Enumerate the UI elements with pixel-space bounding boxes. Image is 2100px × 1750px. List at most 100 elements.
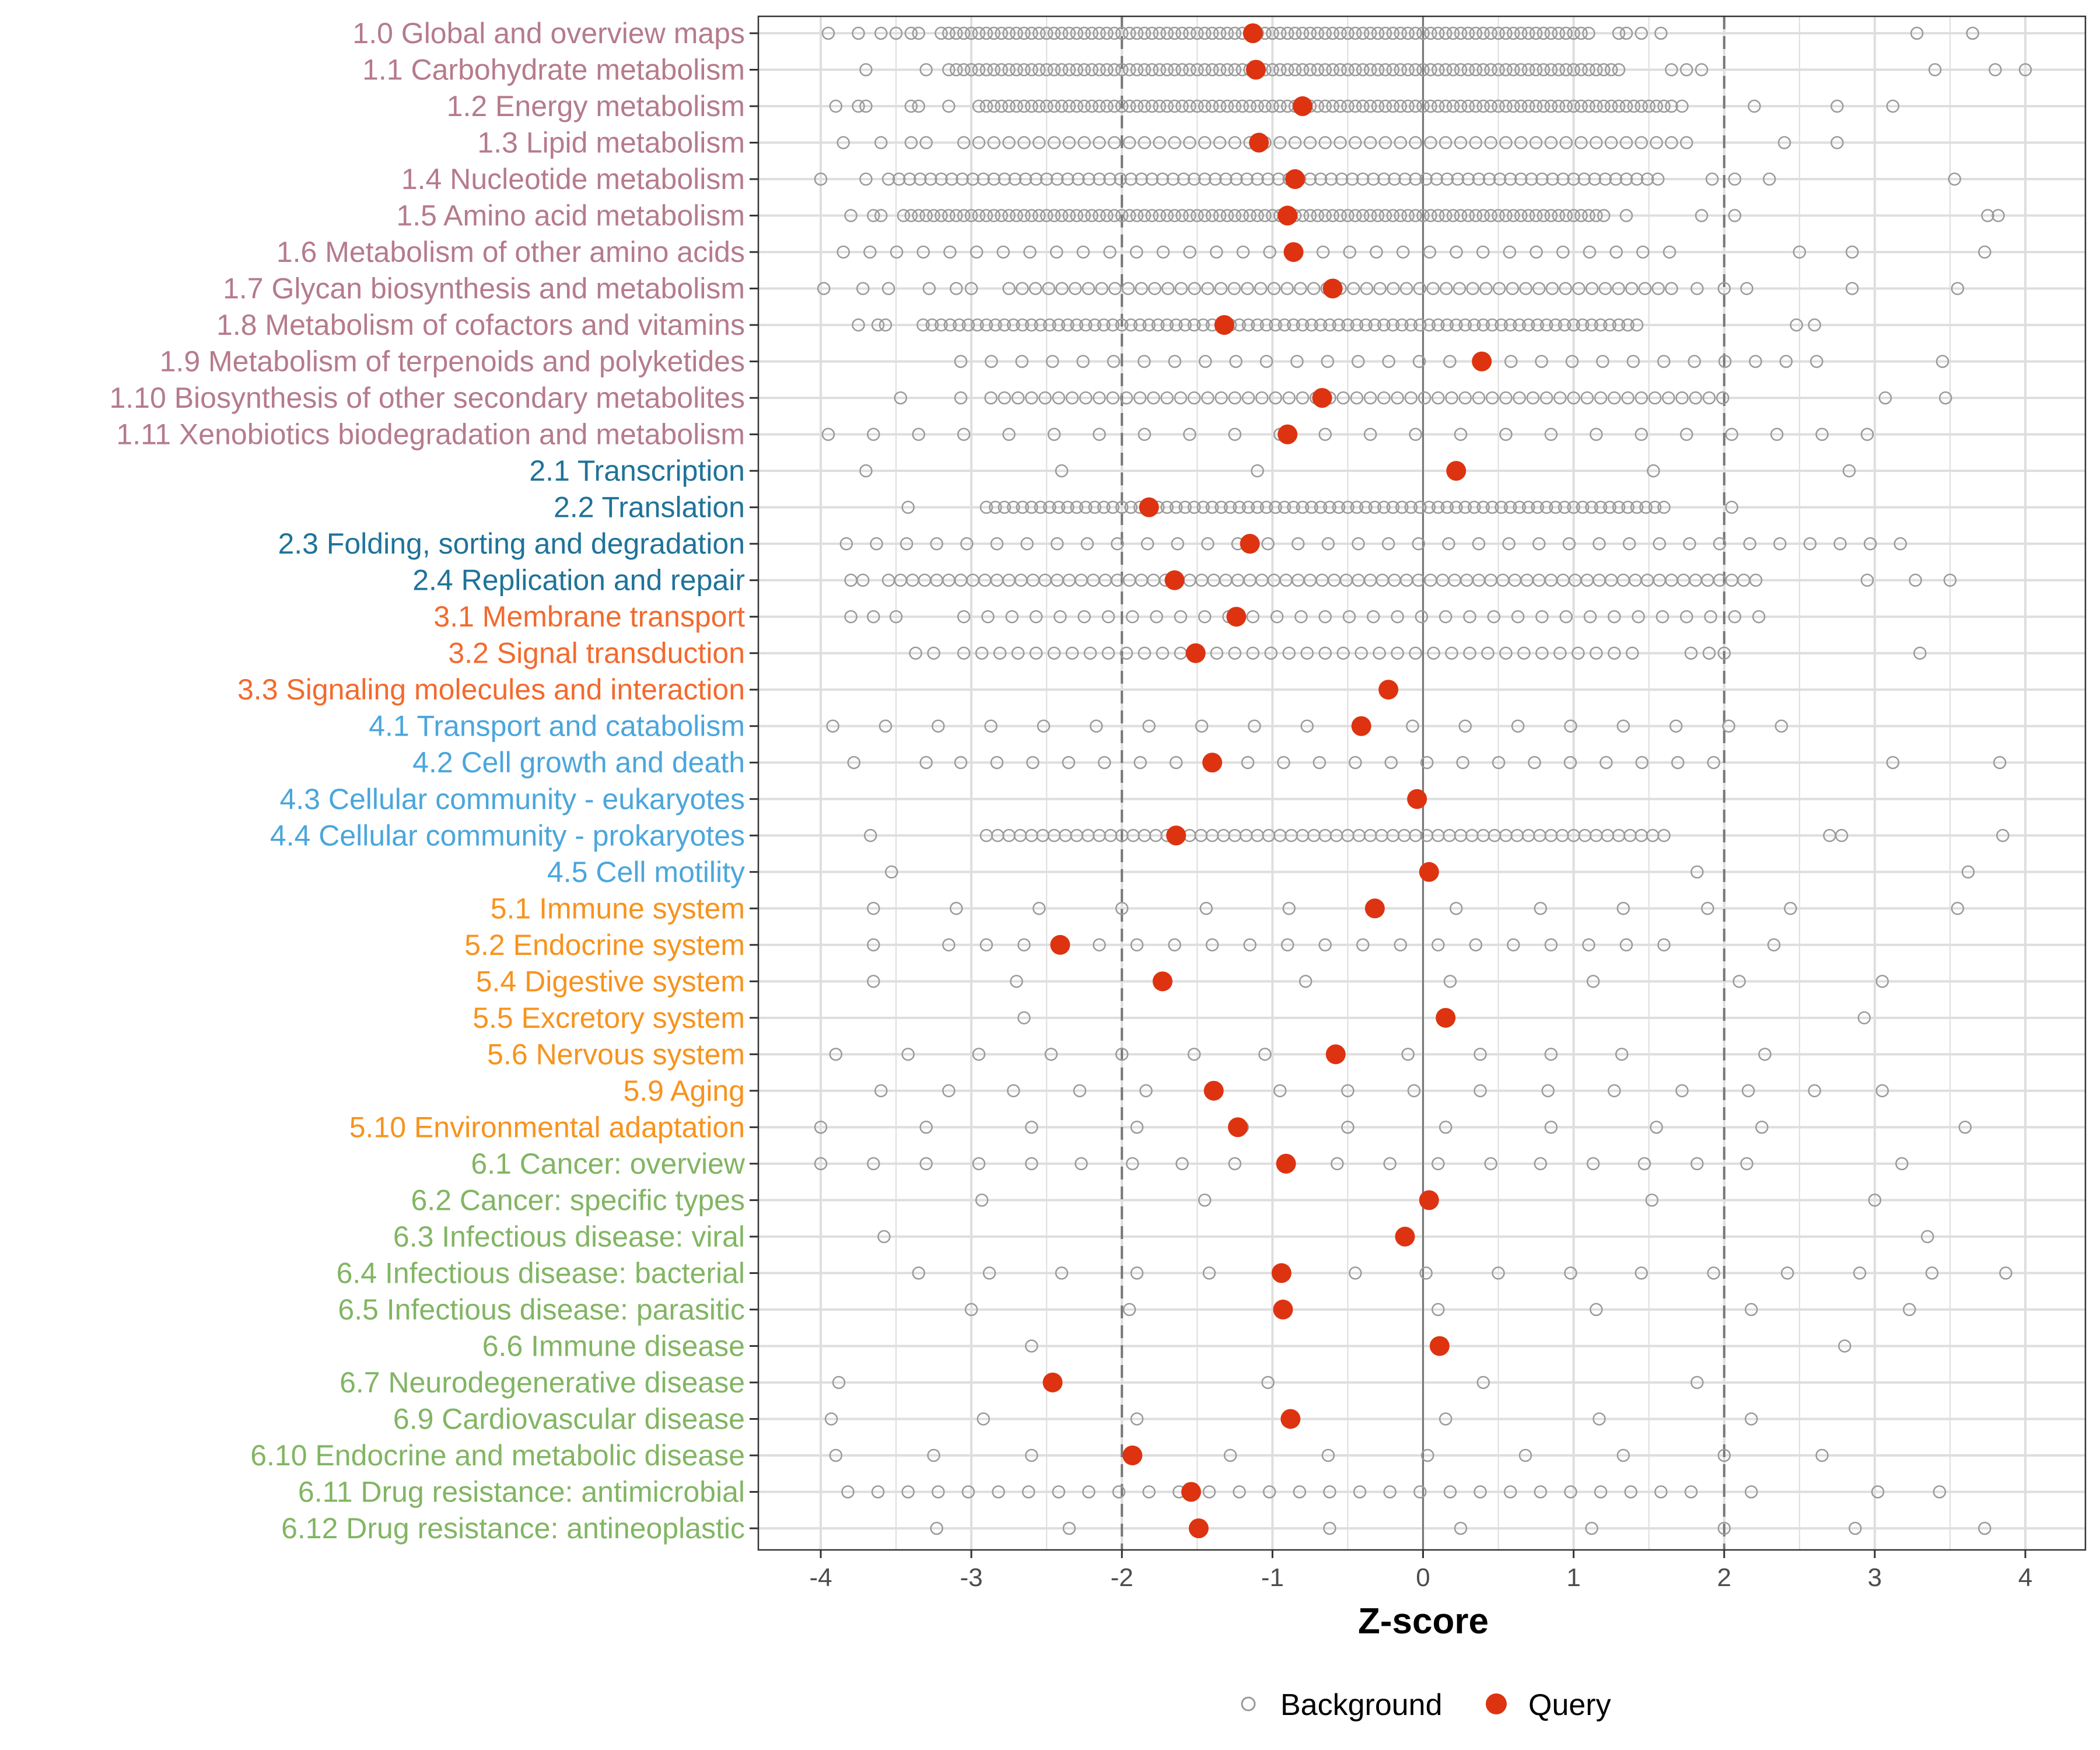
background-point: [1492, 1266, 1505, 1280]
background-point: [1246, 610, 1260, 624]
background-point: [1065, 391, 1079, 405]
background-point: [1093, 99, 1106, 113]
background-point: [1503, 1485, 1517, 1499]
background-point: [874, 209, 888, 222]
background-point: [1305, 318, 1318, 332]
background-point: [1341, 1084, 1354, 1098]
background-point: [1278, 501, 1292, 514]
background-point: [1630, 318, 1644, 332]
background-point: [1282, 391, 1296, 405]
background-point: [1619, 136, 1633, 149]
background-point: [942, 938, 956, 952]
background-point: [1377, 172, 1391, 186]
background-point: [972, 136, 986, 149]
background-point: [1476, 1376, 1490, 1390]
background-point: [1793, 245, 1807, 259]
background-point: [1133, 755, 1147, 769]
background-point: [1485, 501, 1499, 514]
background-point: [1713, 537, 1727, 551]
background-point: [1752, 610, 1766, 624]
background-point: [1647, 464, 1660, 478]
background-point: [1514, 172, 1528, 186]
query-point: [1139, 497, 1159, 517]
category-label: 1.10 Biosynthesis of other secondary met…: [109, 382, 745, 414]
query-point: [1202, 752, 1223, 773]
category-label: 6.1 Cancer: overview: [471, 1147, 746, 1180]
background-point: [1384, 755, 1398, 769]
background-point: [1062, 26, 1076, 40]
background-point: [1838, 1339, 1852, 1353]
background-point: [972, 26, 986, 40]
background-point: [1061, 318, 1074, 332]
background-point: [1082, 1485, 1096, 1499]
background-point: [1507, 938, 1520, 952]
background-point: [1704, 610, 1717, 624]
background-point: [1090, 719, 1103, 733]
background-point: [1845, 245, 1859, 259]
background-point: [1356, 209, 1370, 222]
background-point: [1619, 209, 1633, 222]
background-point: [1574, 136, 1588, 149]
background-point: [1267, 282, 1281, 295]
background-point: [1228, 63, 1242, 76]
category-label: 3.1 Membrane transport: [433, 600, 745, 633]
background-point: [1363, 99, 1377, 113]
background-point: [1499, 391, 1513, 405]
query-point: [1312, 388, 1332, 408]
background-point: [1133, 391, 1147, 405]
background-point: [1506, 282, 1520, 295]
background-point: [1178, 318, 1192, 332]
background-point: [1528, 755, 1541, 769]
background-point: [1228, 428, 1242, 441]
background-point: [1445, 391, 1458, 405]
background-point: [1461, 26, 1475, 40]
background-point: [1049, 245, 1063, 259]
background-point: [1463, 646, 1476, 660]
background-point: [1273, 136, 1287, 149]
background-point: [1007, 501, 1020, 514]
background-point: [889, 26, 903, 40]
background-point: [1324, 172, 1338, 186]
background-point: [1552, 26, 1566, 40]
background-point: [1321, 355, 1335, 368]
background-point: [1083, 646, 1097, 660]
background-point: [885, 865, 898, 879]
background-point: [1517, 646, 1531, 660]
background-point: [1047, 63, 1061, 76]
background-point: [1717, 282, 1731, 295]
background-point: [1446, 209, 1460, 222]
background-point: [1671, 755, 1685, 769]
background-point: [1418, 391, 1432, 405]
background-point: [1359, 318, 1373, 332]
background-point: [1857, 1011, 1871, 1025]
background-point: [1177, 172, 1191, 186]
category-label: 5.10 Environmental adaptation: [349, 1111, 745, 1143]
background-point: [1626, 646, 1639, 660]
background-point: [1213, 26, 1227, 40]
background-point: [1564, 1266, 1577, 1280]
background-point: [1088, 318, 1102, 332]
background-point: [927, 209, 940, 222]
background-point: [1228, 136, 1242, 149]
background-point: [1583, 245, 1597, 259]
background-point: [1432, 63, 1445, 76]
background-point: [927, 1448, 940, 1462]
query-point: [1395, 1226, 1415, 1247]
background-point: [894, 391, 908, 405]
background-point: [1107, 355, 1121, 368]
background-point: [1002, 136, 1016, 149]
background-point: [1051, 172, 1064, 186]
background-point: [1198, 136, 1212, 149]
background-point: [916, 245, 930, 259]
background-point: [1585, 282, 1599, 295]
background-point: [1684, 1485, 1698, 1499]
background-point: [1562, 537, 1576, 551]
background-point: [821, 428, 835, 441]
background-point: [1377, 391, 1391, 405]
background-point: [972, 1157, 986, 1171]
background-point: [1100, 63, 1114, 76]
background-point: [889, 610, 903, 624]
background-point: [1085, 209, 1098, 222]
background-point: [1597, 209, 1611, 222]
